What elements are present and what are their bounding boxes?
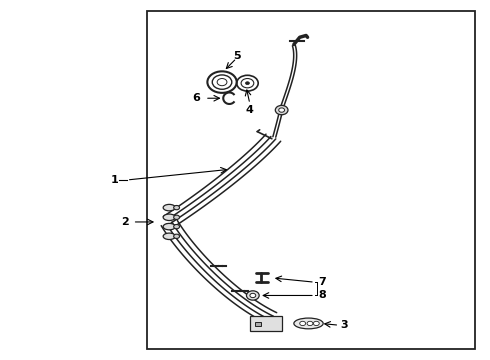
Bar [147, 12, 475, 348]
Circle shape [246, 291, 259, 300]
Circle shape [300, 321, 306, 325]
Text: 6: 6 [192, 93, 200, 103]
Ellipse shape [173, 206, 179, 210]
Bar [255, 321, 261, 326]
Ellipse shape [163, 214, 175, 221]
Circle shape [279, 108, 285, 112]
Ellipse shape [173, 215, 179, 220]
Ellipse shape [173, 225, 179, 229]
Text: 5: 5 [233, 51, 241, 61]
Ellipse shape [294, 318, 323, 329]
Text: 1: 1 [111, 175, 119, 185]
Circle shape [314, 321, 319, 325]
Text: 8: 8 [318, 291, 326, 301]
Ellipse shape [163, 224, 175, 230]
Ellipse shape [173, 234, 179, 238]
Text: 7: 7 [318, 277, 326, 287]
Circle shape [245, 82, 249, 85]
Circle shape [275, 105, 288, 115]
Ellipse shape [163, 233, 175, 239]
FancyBboxPatch shape [250, 316, 282, 331]
Ellipse shape [163, 204, 175, 211]
Text: 2: 2 [122, 217, 129, 227]
Circle shape [250, 293, 256, 298]
Text: 3: 3 [340, 320, 348, 330]
Circle shape [307, 321, 313, 325]
Text: 4: 4 [246, 105, 254, 115]
